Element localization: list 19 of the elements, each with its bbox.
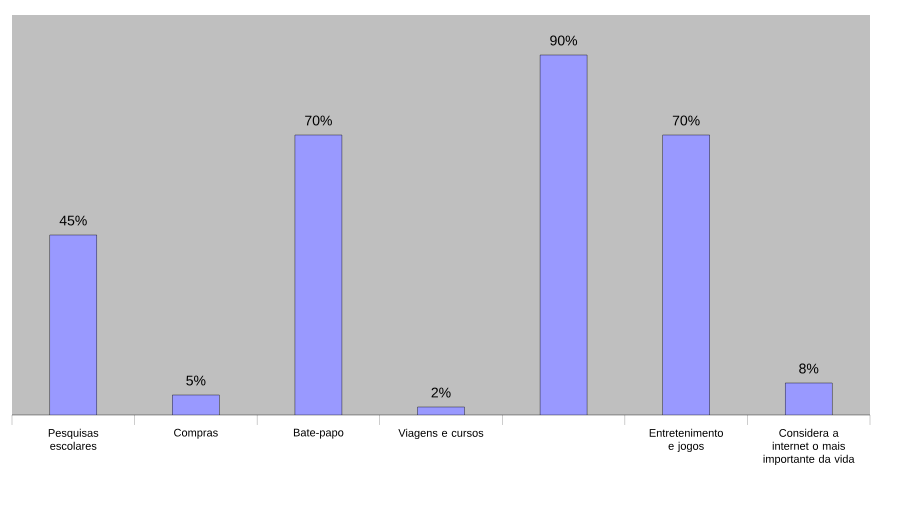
x-tick-label: Viagens e cursos [398, 428, 484, 440]
bar [294, 134, 342, 415]
data-label: 70% [305, 116, 332, 126]
bar [540, 54, 588, 415]
bar [662, 134, 710, 415]
x-tick-label: Entretenimento e jogos [650, 428, 723, 452]
data-label: 90% [550, 36, 578, 46]
x-tick-label: Considera a internet o mais importante da vida [764, 428, 855, 466]
data-label: 2% [432, 388, 451, 398]
data-label: 70% [672, 116, 700, 126]
data-label: 45% [60, 216, 87, 226]
x-tick-label: Bate-papo [294, 428, 344, 439]
bar [50, 234, 97, 415]
x-tick-label: Compras [174, 428, 218, 439]
data-label: 8% [799, 364, 818, 374]
data-label: 5% [186, 376, 206, 386]
bar [172, 395, 220, 415]
x-tick-label: Pesquisas escolares [48, 428, 98, 450]
bar [785, 382, 832, 415]
